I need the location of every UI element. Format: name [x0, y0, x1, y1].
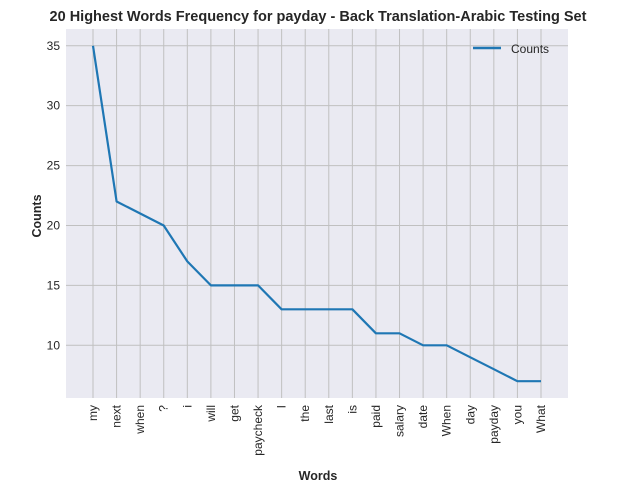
y-tick-label: 15	[47, 278, 61, 292]
y-tick-labels: 10 15 20 25 30 35	[47, 39, 61, 353]
x-tick-label: next	[110, 404, 124, 427]
grid	[66, 29, 568, 398]
x-tick-label: get	[227, 404, 241, 421]
x-tick-label: when	[133, 405, 147, 435]
x-tick-label: will	[204, 405, 218, 423]
x-tick-label: ?	[157, 405, 171, 412]
x-tick-label: my	[86, 405, 100, 421]
y-tick-label: 10	[47, 338, 61, 352]
x-tick-label: day	[463, 405, 477, 424]
x-tick-label: i	[180, 405, 194, 408]
legend-label: Counts	[511, 42, 549, 56]
x-tick-label: payday	[487, 405, 501, 444]
x-tick-label: last	[322, 404, 336, 423]
y-tick-label: 30	[47, 99, 61, 113]
y-tick-label: 35	[47, 39, 61, 53]
y-tick-label: 25	[47, 159, 61, 173]
x-tick-label: salary	[393, 405, 407, 437]
x-tick-label: When	[440, 405, 454, 436]
x-tick-label: date	[416, 405, 430, 429]
x-tick-label: paycheck	[251, 404, 265, 456]
x-tick-label: is	[345, 405, 359, 414]
y-axis-title: Counts	[30, 194, 44, 237]
x-axis-title: Words	[299, 469, 338, 483]
x-tick-label: paid	[369, 405, 383, 428]
series-line-counts	[91, 45, 541, 383]
chart-title: 20 Highest Words Frequency for payday - …	[50, 9, 587, 25]
x-tick-label: I	[275, 405, 289, 408]
x-tick-label: you	[510, 405, 524, 424]
plot-area	[66, 29, 568, 398]
legend: Counts	[473, 42, 549, 56]
x-tick-label: What	[534, 404, 548, 433]
y-tick-label: 20	[47, 218, 61, 232]
x-tick-label: the	[298, 405, 312, 422]
